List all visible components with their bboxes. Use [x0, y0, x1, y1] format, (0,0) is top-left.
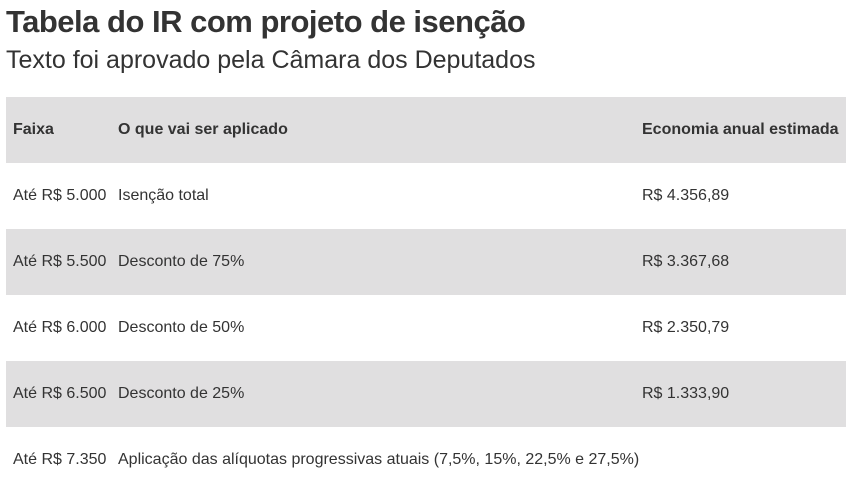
ir-table: Faixa O que vai ser aplicado Economia an… — [6, 97, 846, 493]
cell-aplicado: Desconto de 75% — [111, 229, 635, 295]
cell-faixa: Até R$ 6.000 — [6, 295, 111, 361]
header-aplicado: O que vai ser aplicado — [111, 97, 635, 163]
cell-economia: R$ 1.333,90 — [635, 361, 846, 427]
table-row: Até R$ 6.500 Desconto de 25% R$ 1.333,90 — [6, 361, 846, 427]
page-title: Tabela do IR com projeto de isenção — [6, 4, 526, 39]
cell-faixa: Até R$ 6.500 — [6, 361, 111, 427]
cell-economia: R$ 2.350,79 — [635, 295, 846, 361]
cell-economia: R$ 4.356,89 — [635, 163, 846, 229]
table-row: Até R$ 7.350 Aplicação das alíquotas pro… — [6, 427, 846, 493]
cell-aplicado: Aplicação das alíquotas progressivas atu… — [111, 427, 639, 493]
header-economia: Economia anual estimada — [635, 97, 846, 163]
cell-faixa: Até R$ 5.500 — [6, 229, 111, 295]
table-header-row: Faixa O que vai ser aplicado Economia an… — [6, 97, 846, 163]
cell-faixa: Até R$ 7.350 — [6, 427, 111, 493]
page-subtitle: Texto foi aprovado pela Câmara dos Deput… — [6, 46, 536, 74]
cell-aplicado: Isenção total — [111, 163, 635, 229]
cell-economia — [635, 427, 846, 493]
cell-aplicado: Desconto de 50% — [111, 295, 635, 361]
table-row: Até R$ 5.500 Desconto de 75% R$ 3.367,68 — [6, 229, 846, 295]
cell-faixa: Até R$ 5.000 — [6, 163, 111, 229]
table-row: Até R$ 5.000 Isenção total R$ 4.356,89 — [6, 163, 846, 229]
table-row: Até R$ 6.000 Desconto de 50% R$ 2.350,79 — [6, 295, 846, 361]
cell-aplicado: Desconto de 25% — [111, 361, 635, 427]
cell-economia: R$ 3.367,68 — [635, 229, 846, 295]
header-faixa: Faixa — [6, 97, 111, 163]
